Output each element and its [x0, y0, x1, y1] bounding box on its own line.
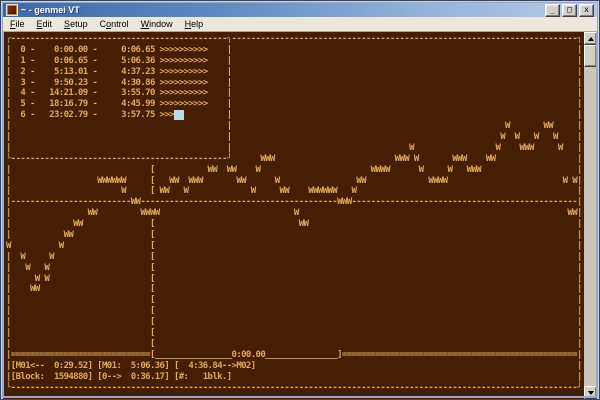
scrollbar[interactable]	[584, 32, 597, 399]
terminal-row: | WW WWWW W WW|	[6, 208, 582, 219]
terminal-row: | W W [ |	[6, 262, 582, 273]
terminal-row: | 4 - 14:21.09 - 3:55.70 >>>>>>>>>> | |	[6, 88, 582, 99]
up-arrow-icon	[587, 36, 594, 41]
terminal-row: | 2 - 5:13.01 - 4:37.23 >>>>>>>>>> | |	[6, 66, 582, 77]
scroll-up-button[interactable]	[584, 32, 597, 45]
minimize-button[interactable]: _	[545, 3, 560, 17]
terminal-row: | W W [ |	[6, 251, 582, 262]
terminal-row: | [ WW WW W WWWW W W WWW |	[6, 164, 582, 175]
terminal-row: | W [ WW W W WW WWWWWW W |	[6, 186, 582, 197]
terminal-row: | | W W WWW W |	[6, 142, 582, 153]
app-icon	[6, 4, 18, 16]
menu-bar: File Edit Setup Control Window Help	[3, 17, 597, 32]
menu-item-help[interactable]: Help	[184, 18, 204, 29]
terminal-screen[interactable]: ┌---------------------------------------…	[3, 32, 597, 393]
terminal-row: |[M01<-- 0:29.52] [M01: 5:06.36] [ 4:36.…	[6, 360, 582, 371]
terminal-row: |[Block: 1594880] [0--> 0:36.17] [#: 1bl…	[6, 371, 582, 382]
terminal-row: | [ |	[6, 328, 582, 339]
terminal-row: └---------------------------------------…	[6, 153, 582, 164]
terminal-row: | [ |	[6, 295, 582, 306]
scrollbar-thumb[interactable]	[584, 45, 597, 67]
text-cursor	[173, 110, 184, 121]
menu-item-control[interactable]: Control	[99, 18, 129, 29]
terminal-row: | [ |	[6, 338, 582, 349]
terminal-row: |=============================[_________…	[6, 349, 582, 360]
terminal-row: | [ |	[6, 317, 582, 328]
menu-item-file[interactable]: File	[10, 18, 25, 29]
down-arrow-icon	[587, 390, 594, 395]
terminal-area: ┌---------------------------------------…	[3, 32, 597, 399]
terminal-row: | 6 - 23:02.79 - 3:57.75 >>> | |	[6, 110, 582, 121]
terminal-row: | WWWWWW [ WW WWW WW W WW WWWW W W|	[6, 175, 582, 186]
menu-item-window[interactable]: Window	[140, 18, 173, 29]
terminal-row: W W [ |	[6, 240, 582, 251]
terminal-row: ┌---------------------------------------…	[6, 34, 582, 44]
terminal-row: | WW [ |	[6, 230, 582, 241]
terminal-row: | | W WW |	[6, 121, 582, 132]
terminal-row: | 1 - 0:06.65 - 5:06.36 >>>>>>>>>> | |	[6, 55, 582, 66]
terminal-row: | [ |	[6, 306, 582, 317]
terminal-row: | 3 - 9:50.23 - 4:30.86 >>>>>>>>>> | |	[6, 77, 582, 88]
terminal-row: └---------------------------------------…	[6, 382, 582, 393]
close-button[interactable]: x	[579, 3, 594, 17]
terminal-row: | WW [ WW |	[6, 219, 582, 230]
terminal-row: | W W [ |	[6, 273, 582, 284]
terminal-row: | | W W W W |	[6, 132, 582, 143]
scroll-down-button[interactable]	[584, 386, 597, 399]
menu-item-setup[interactable]: Setup	[64, 18, 88, 29]
menu-item-edit[interactable]: Edit	[36, 18, 53, 29]
maximize-button[interactable]: □	[562, 3, 577, 17]
terminal-row: | 0 - 0:00.00 - 0:06.65 >>>>>>>>>> | |	[6, 44, 582, 55]
terminal-row: | 5 - 18:16.79 - 4:45.99 >>>>>>>>>> | |	[6, 99, 582, 110]
terminal-row: | WW [ |	[6, 284, 582, 295]
title-bar[interactable]: ~ - genmei VT _ □ x	[3, 3, 597, 17]
terminal-row: |-------------------------WW------------…	[6, 197, 582, 208]
window-title: ~ - genmei VT	[21, 5, 80, 15]
